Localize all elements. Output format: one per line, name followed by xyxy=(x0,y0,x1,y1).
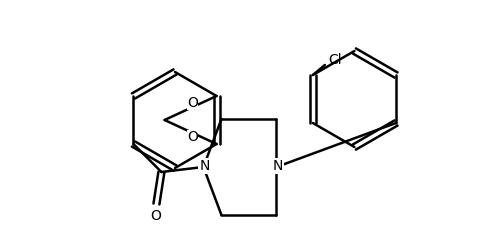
Text: N: N xyxy=(272,159,282,173)
Text: O: O xyxy=(187,130,198,144)
Text: O: O xyxy=(187,96,198,110)
Text: Cl: Cl xyxy=(328,53,342,67)
Text: N: N xyxy=(199,159,209,173)
Text: O: O xyxy=(150,209,161,223)
